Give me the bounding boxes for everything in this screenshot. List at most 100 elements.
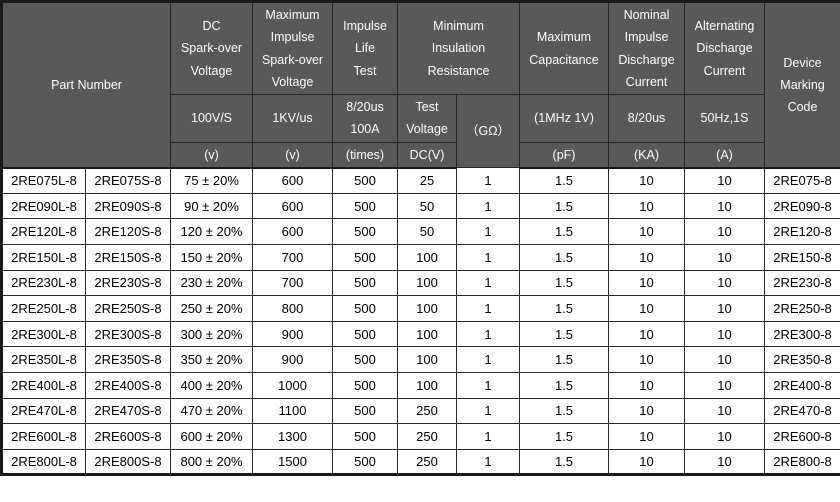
cell-part-number-l: 2RE800L-8 bbox=[1, 448, 86, 476]
header-min-insulation-resistance: Minimum Insulation Resistance bbox=[397, 1, 521, 95]
header-unit-nominal-impulse: (KA) bbox=[608, 141, 686, 169]
cell-dc-sparkover-voltage: 150 ± 20% bbox=[170, 244, 254, 271]
cell-impulse-life-test: 500 bbox=[332, 295, 399, 322]
cell-insulation-resistance: 1 bbox=[456, 372, 521, 399]
cell-dc-sparkover-voltage: 350 ± 20% bbox=[170, 346, 254, 373]
cell-insulation-test-voltage: 100 bbox=[397, 295, 458, 322]
header-unit-max-impulse: (v) bbox=[252, 141, 334, 169]
cell-marking-code: 2RE800-8 bbox=[764, 448, 840, 476]
cell-insulation-resistance: 1 bbox=[456, 295, 521, 322]
cell-capacitance: 1.5 bbox=[519, 269, 610, 297]
cell-max-impulse-sparkover-voltage: 700 bbox=[252, 244, 334, 271]
header-max-capacitance: Maximum Capacitance bbox=[519, 1, 610, 95]
cell-part-number-s: 2RE075S-8 bbox=[84, 167, 172, 194]
cell-insulation-test-voltage: 100 bbox=[397, 372, 458, 399]
cell-part-number-s: 2RE800S-8 bbox=[84, 448, 172, 476]
cell-dc-sparkover-voltage: 90 ± 20% bbox=[170, 192, 254, 220]
cell-marking-code: 2RE230-8 bbox=[764, 269, 840, 297]
cell-part-number-s: 2RE300S-8 bbox=[84, 320, 172, 348]
cell-impulse-life-test: 500 bbox=[332, 423, 399, 450]
cell-part-number-l: 2RE300L-8 bbox=[1, 320, 86, 348]
cell-insulation-resistance: 1 bbox=[456, 244, 521, 271]
cell-alternating-current: 10 bbox=[684, 448, 766, 476]
table-row: 2RE800L-8 2RE800S-8 800 ± 20% 1500 500 250 1 1.… bbox=[1, 448, 840, 476]
cell-insulation-test-voltage: 100 bbox=[397, 244, 458, 271]
cell-impulse-life-test: 500 bbox=[332, 269, 399, 297]
cell-capacitance: 1.5 bbox=[519, 448, 610, 476]
cell-alternating-current: 10 bbox=[684, 423, 766, 450]
table-row: 2RE075L-8 2RE075S-8 75 ± 20% 600 500 25 1 1.5 10… bbox=[1, 167, 840, 194]
cell-dc-sparkover-voltage: 230 ± 20% bbox=[170, 269, 254, 297]
header-cond-impulse-life: 8/20us 100A bbox=[332, 94, 399, 143]
cell-insulation-resistance: 1 bbox=[456, 320, 521, 348]
cell-nominal-impulse-current: 10 bbox=[608, 192, 686, 220]
cell-part-number-s: 2RE120S-8 bbox=[84, 218, 172, 246]
cell-dc-sparkover-voltage: 120 ± 20% bbox=[170, 218, 254, 246]
cell-impulse-life-test: 500 bbox=[332, 218, 399, 246]
cell-part-number-l: 2RE090L-8 bbox=[1, 192, 86, 220]
cell-insulation-test-voltage: 250 bbox=[397, 423, 458, 450]
cell-nominal-impulse-current: 10 bbox=[608, 244, 686, 271]
header-unit-alternating: (A) bbox=[684, 141, 766, 169]
table-row: 2RE350L-8 2RE350S-8 350 ± 20% 900 500 100 1 1.5… bbox=[1, 346, 840, 373]
cell-nominal-impulse-current: 10 bbox=[608, 397, 686, 425]
cell-dc-sparkover-voltage: 250 ± 20% bbox=[170, 295, 254, 322]
cell-max-impulse-sparkover-voltage: 1100 bbox=[252, 397, 334, 425]
table-header: Part Number DC Spark-over Voltage Maximu… bbox=[0, 0, 840, 169]
cell-marking-code: 2RE090-8 bbox=[764, 192, 840, 220]
cell-insulation-resistance: 1 bbox=[456, 423, 521, 450]
cell-marking-code: 2RE600-8 bbox=[764, 423, 840, 450]
cell-insulation-test-voltage: 25 bbox=[397, 167, 458, 194]
cell-part-number-s: 2RE250S-8 bbox=[84, 295, 172, 322]
cell-max-impulse-sparkover-voltage: 1500 bbox=[252, 448, 334, 476]
cell-marking-code: 2RE470-8 bbox=[764, 397, 840, 425]
cell-capacitance: 1.5 bbox=[519, 192, 610, 220]
cell-nominal-impulse-current: 10 bbox=[608, 423, 686, 450]
cell-nominal-impulse-current: 10 bbox=[608, 372, 686, 399]
cell-max-impulse-sparkover-voltage: 600 bbox=[252, 218, 334, 246]
cell-capacitance: 1.5 bbox=[519, 346, 610, 373]
cell-alternating-current: 10 bbox=[684, 218, 766, 246]
table-row: 2RE150L-8 2RE150S-8 150 ± 20% 700 500 100 1 1.5… bbox=[1, 244, 840, 271]
cell-insulation-test-voltage: 100 bbox=[397, 320, 458, 348]
header-unit-dc-sparkover: (v) bbox=[170, 141, 254, 169]
header-test-voltage: Test Voltage bbox=[397, 94, 458, 143]
cell-alternating-current: 10 bbox=[684, 192, 766, 220]
cell-alternating-current: 10 bbox=[684, 397, 766, 425]
cell-alternating-current: 10 bbox=[684, 269, 766, 297]
cell-alternating-current: 10 bbox=[684, 295, 766, 322]
cell-capacitance: 1.5 bbox=[519, 295, 610, 322]
header-impulse-life-test: Impulse Life Test bbox=[332, 1, 399, 95]
cell-insulation-resistance: 1 bbox=[456, 192, 521, 220]
cell-dc-sparkover-voltage: 75 ± 20% bbox=[170, 167, 254, 194]
table-row: 2RE120L-8 2RE120S-8 120 ± 20% 600 500 50 1 1.5 1… bbox=[1, 218, 840, 246]
header-max-impulse-sparkover-voltage: Maximum Impulse Spark-over Voltage bbox=[252, 1, 334, 95]
table-row: 2RE250L-8 2RE250S-8 250 ± 20% 800 500 100 1 1.5… bbox=[1, 295, 840, 322]
cell-impulse-life-test: 500 bbox=[332, 244, 399, 271]
header-unit-test-voltage: DC(V) bbox=[397, 141, 458, 169]
cell-part-number-l: 2RE400L-8 bbox=[1, 372, 86, 399]
header-alternating-discharge-current: Alternating Discharge Current bbox=[684, 1, 766, 95]
cell-insulation-resistance: 1 bbox=[456, 346, 521, 373]
cell-impulse-life-test: 500 bbox=[332, 320, 399, 348]
cell-marking-code: 2RE120-8 bbox=[764, 218, 840, 246]
cell-marking-code: 2RE300-8 bbox=[764, 320, 840, 348]
header-row-conditions: 100V/S 1KV/us 8/20us 100A Test Voltage （… bbox=[2, 93, 840, 169]
cell-impulse-life-test: 500 bbox=[332, 448, 399, 476]
header-unit-impulse-life: (times) bbox=[332, 141, 399, 169]
table-row: 2RE300L-8 2RE300S-8 300 ± 20% 900 500 100 1 1.5… bbox=[1, 320, 840, 348]
spec-table: Part Number DC Spark-over Voltage Maximu… bbox=[0, 0, 840, 477]
cell-max-impulse-sparkover-voltage: 600 bbox=[252, 192, 334, 220]
table-row: 2RE600L-8 2RE600S-8 600 ± 20% 1300 500 250 1 1.… bbox=[1, 423, 840, 450]
header-unit-capacitance: (pF) bbox=[519, 141, 610, 169]
header-cond-max-impulse: 1KV/us bbox=[252, 94, 334, 143]
cell-marking-code: 2RE250-8 bbox=[764, 295, 840, 322]
cell-part-number-s: 2RE090S-8 bbox=[84, 192, 172, 220]
header-cond-capacitance: (1MHz 1V) bbox=[519, 94, 610, 143]
cell-part-number-s: 2RE400S-8 bbox=[84, 372, 172, 399]
cell-part-number-s: 2RE470S-8 bbox=[84, 397, 172, 425]
cell-max-impulse-sparkover-voltage: 700 bbox=[252, 269, 334, 297]
header-nominal-impulse-discharge-current: Nominal Impulse Discharge Current bbox=[608, 1, 686, 95]
cell-dc-sparkover-voltage: 470 ± 20% bbox=[170, 397, 254, 425]
cell-nominal-impulse-current: 10 bbox=[608, 269, 686, 297]
